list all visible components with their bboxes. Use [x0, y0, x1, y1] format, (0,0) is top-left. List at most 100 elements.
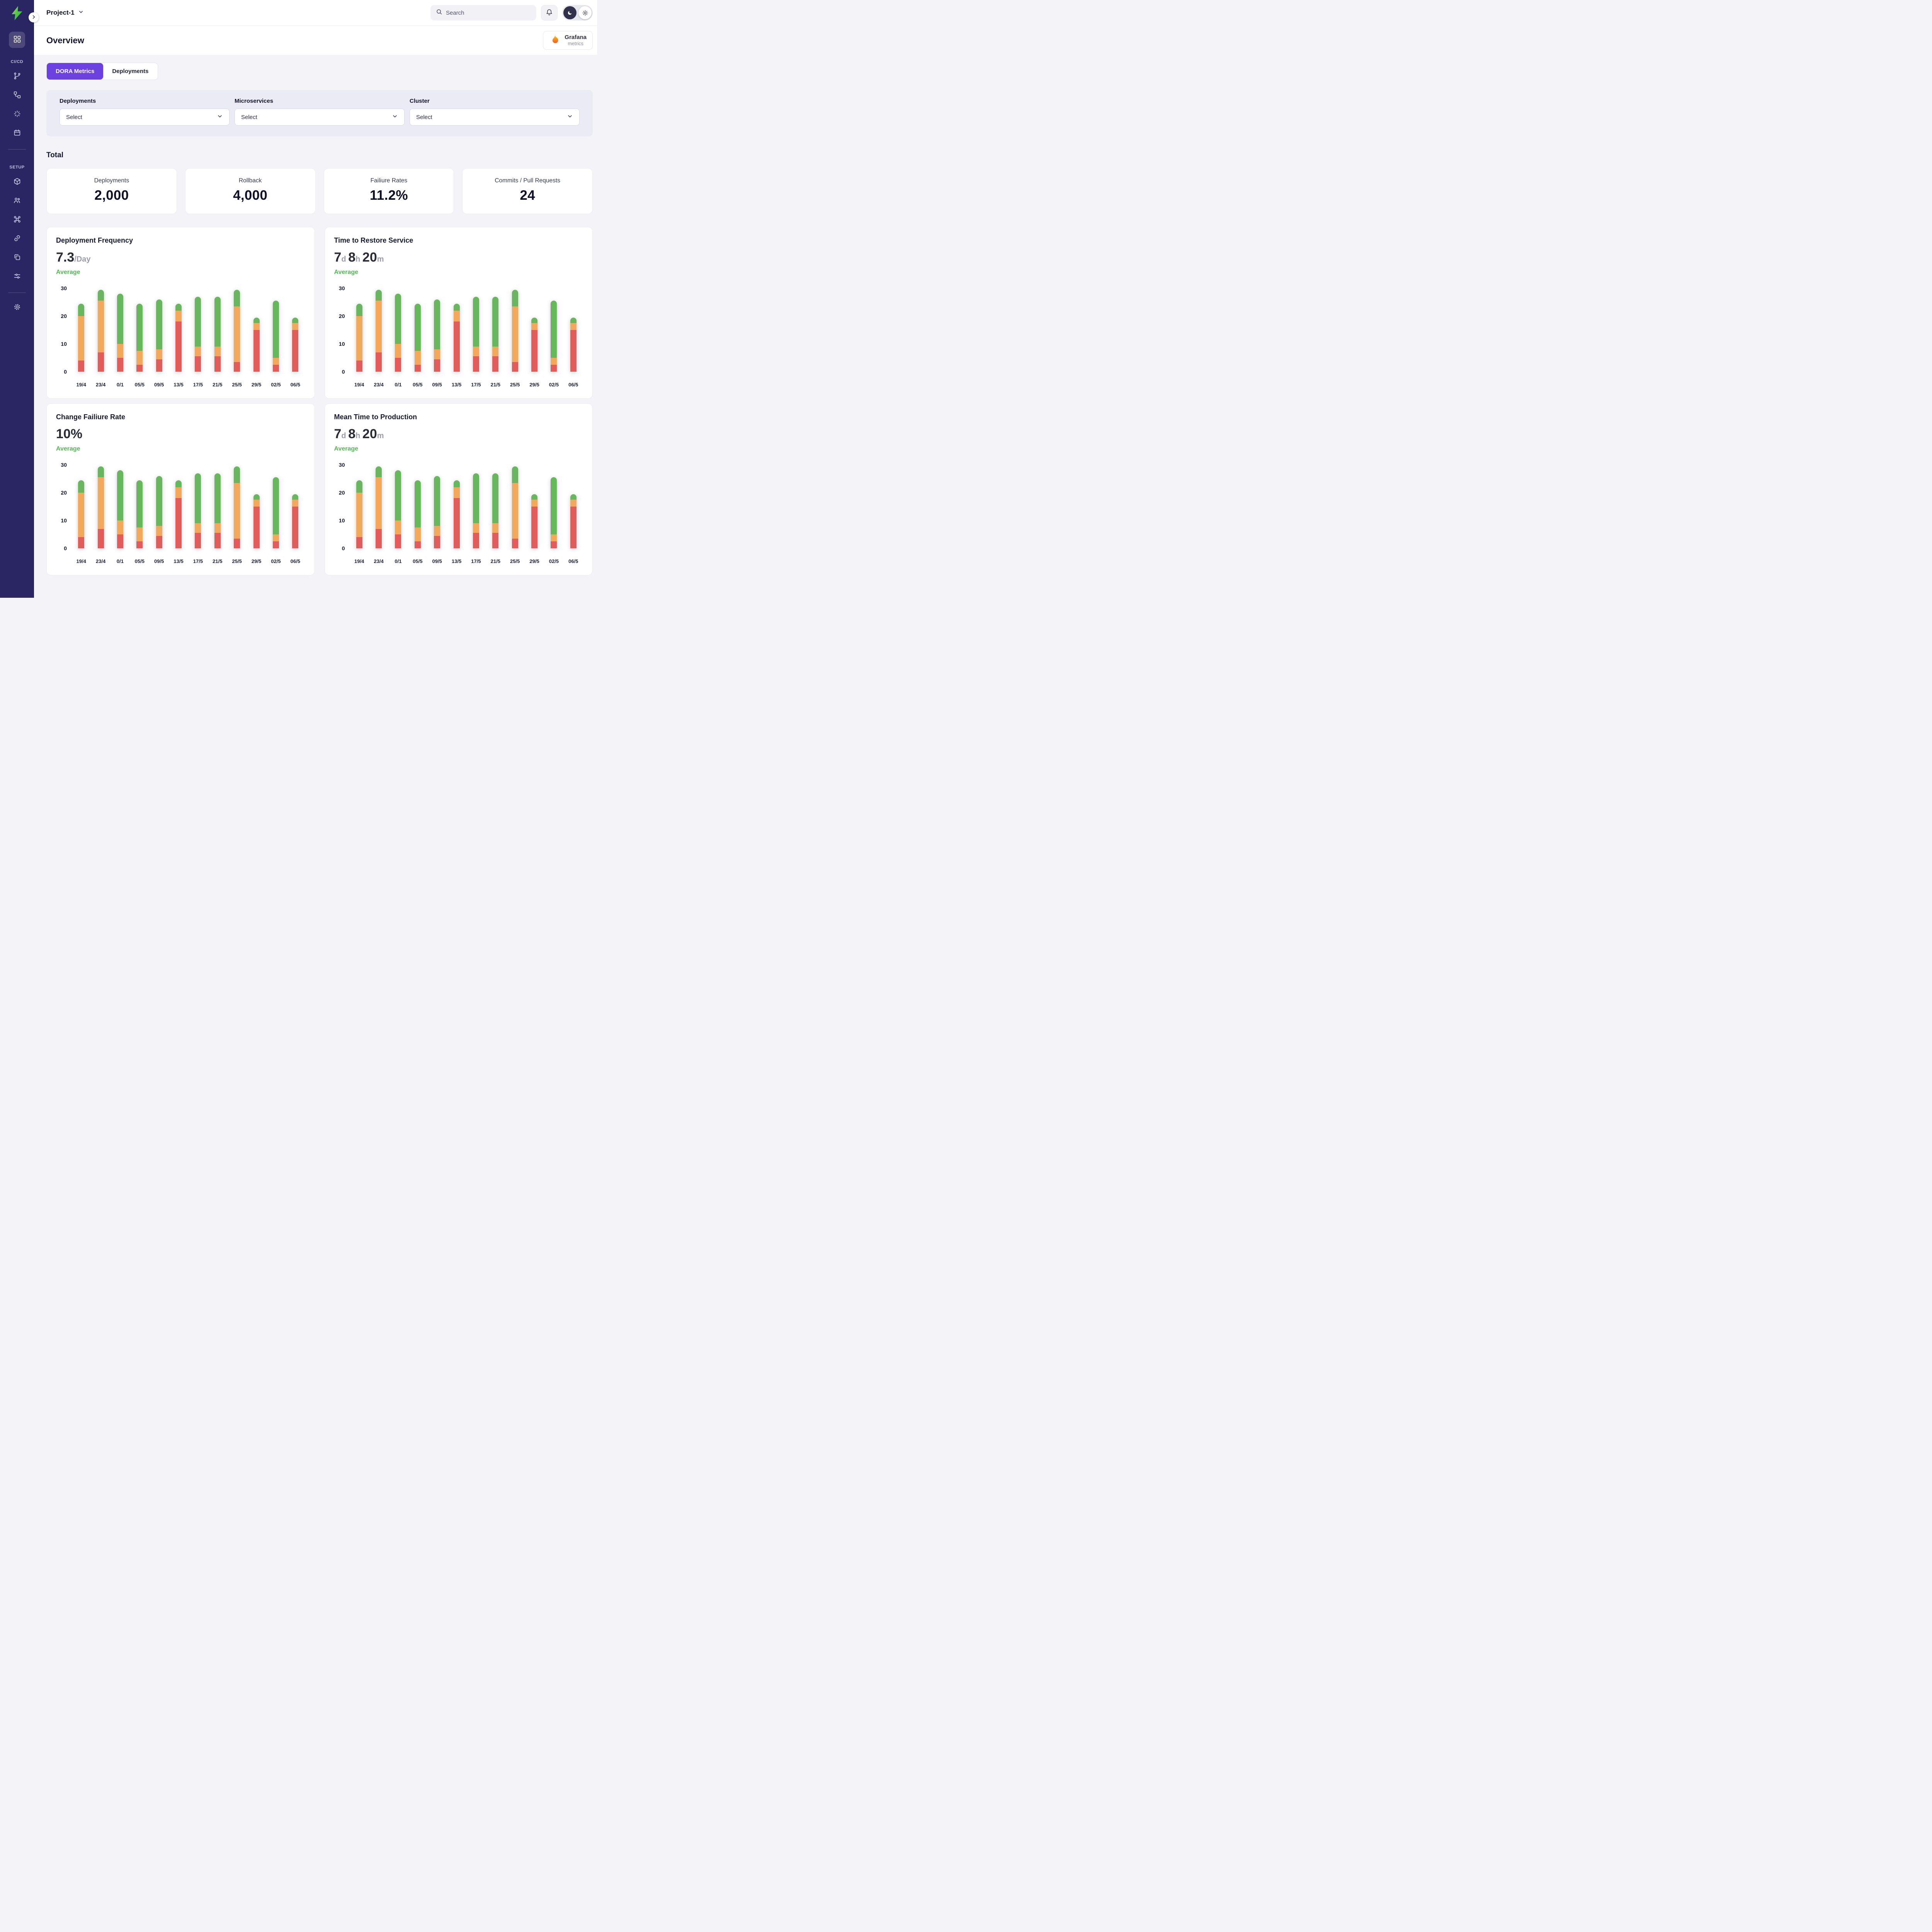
bar-slot [466, 296, 486, 372]
chart-title: Time to Restore Service [334, 236, 413, 244]
sidebar-item-settings[interactable] [9, 299, 25, 316]
bar-segment-red [512, 362, 518, 372]
bar-segment-red [551, 365, 557, 372]
sidebar-item-schedules[interactable] [9, 125, 25, 141]
bar-segment-orange [214, 523, 221, 533]
project-name: Project-1 [46, 9, 75, 16]
search-box[interactable] [430, 5, 536, 20]
bar-slot [130, 303, 149, 372]
bar-segment-green [78, 480, 85, 493]
notifications-button[interactable] [541, 5, 558, 20]
chart-metric: 10% [56, 427, 305, 442]
x-axis-spacer [56, 558, 71, 564]
top-bar: Project-1 [34, 0, 597, 26]
bar-segment-red [292, 330, 299, 372]
bar-slot [150, 476, 169, 548]
bar-segment-orange [434, 349, 440, 359]
sidebar-item-applications[interactable] [9, 174, 25, 190]
sidebar-item-preferences[interactable] [9, 269, 25, 285]
bar-segment-red [492, 356, 499, 372]
filter-label: Deployments [60, 98, 96, 104]
bar-segment-orange [117, 344, 123, 358]
bar-segment-red [136, 541, 143, 548]
chevron-down-icon [567, 113, 573, 121]
x-axis-label: 06/5 [568, 382, 578, 388]
x-axis-label: 19/4 [76, 558, 86, 564]
lightning-z-icon [9, 5, 26, 24]
bar-segment-orange [414, 351, 421, 365]
sidebar-item-runs[interactable] [9, 106, 25, 122]
x-axis-label: 0/1 [395, 558, 402, 564]
bar-segment-orange [214, 347, 221, 357]
stacked-bar [395, 294, 401, 372]
bar-slot [247, 317, 266, 372]
bar-slot [427, 476, 447, 548]
bar-slot [286, 494, 305, 548]
metric-value: 7 [334, 427, 342, 441]
bar-segment-red [356, 361, 362, 372]
sidebar-collapse-button[interactable] [29, 12, 39, 22]
x-axis-label: 09/5 [154, 558, 164, 564]
bar-slot [350, 303, 369, 372]
bar-slot [544, 477, 563, 548]
bar-segment-green [551, 477, 557, 534]
x-axis-label: 13/5 [451, 558, 462, 564]
filter-select-deployments[interactable]: Select [60, 109, 230, 126]
bar-segment-orange [117, 520, 123, 534]
sidebar-item-members[interactable] [9, 193, 25, 209]
sidebar-divider [8, 149, 26, 150]
bar-segment-red [473, 356, 479, 372]
bar-slot [111, 294, 130, 372]
bar-segment-red [253, 330, 260, 372]
stacked-bar [512, 289, 518, 372]
sidebar-item-integrations[interactable] [9, 231, 25, 247]
bar-segment-red [414, 541, 421, 548]
stacked-bar [214, 473, 221, 548]
bar-segment-green [512, 466, 518, 483]
search-input[interactable] [446, 9, 531, 16]
bar-segment-orange [453, 310, 460, 322]
stacked-bar [136, 480, 143, 548]
grafana-badge-subtitle: metrics [568, 41, 583, 47]
bar-segment-red [234, 538, 240, 548]
bar-segment-orange [78, 493, 85, 537]
filter-select-cluster[interactable]: Select [410, 109, 580, 126]
stacked-bar [292, 494, 299, 548]
bar-segment-orange [78, 316, 85, 361]
theme-toggle[interactable] [562, 5, 593, 20]
bar-segment-red [292, 507, 299, 548]
bar-segment-green [492, 473, 499, 524]
sidebar-item-shortcuts[interactable] [9, 212, 25, 228]
tab-dora-metrics[interactable]: DORA Metrics [47, 63, 104, 80]
grafana-metrics-badge[interactable]: Grafana metrics [543, 31, 593, 50]
package-icon [13, 177, 21, 187]
project-dropdown[interactable]: Project-1 [46, 9, 84, 17]
stacked-bar [473, 473, 479, 548]
sidebar-item-pipelines[interactable] [9, 68, 25, 85]
chart-average-label: Average [56, 269, 80, 276]
bar-slot [369, 466, 388, 548]
sidebar-item-workflows[interactable] [9, 87, 25, 104]
bar-segment-green [272, 301, 279, 358]
stacked-bar [492, 296, 499, 372]
bar-segment-red [434, 359, 440, 372]
x-axis-label: 0/1 [395, 382, 402, 388]
bar-segment-green [175, 480, 182, 487]
bar-slot [227, 466, 247, 548]
tab-deployments[interactable]: Deployments [103, 63, 158, 80]
sidebar-item-dashboard[interactable] [9, 32, 25, 48]
bar-slot [564, 317, 583, 372]
x-axis-label: 09/5 [154, 382, 164, 388]
stat-value: 4,000 [233, 188, 268, 203]
filter-select-microservices[interactable]: Select [235, 109, 405, 126]
bar-segment-orange [234, 306, 240, 362]
bar-slot [427, 299, 447, 372]
stacked-bar [234, 466, 240, 548]
bar-segment-red [512, 538, 518, 548]
bar-slot [408, 303, 427, 372]
stat-label: Commits / Pull Requests [495, 177, 560, 184]
y-axis-tick: 20 [61, 490, 67, 496]
sidebar-item-templates[interactable] [9, 250, 25, 266]
bar-segment-red [97, 352, 104, 372]
stat-value: 2,000 [94, 188, 129, 203]
